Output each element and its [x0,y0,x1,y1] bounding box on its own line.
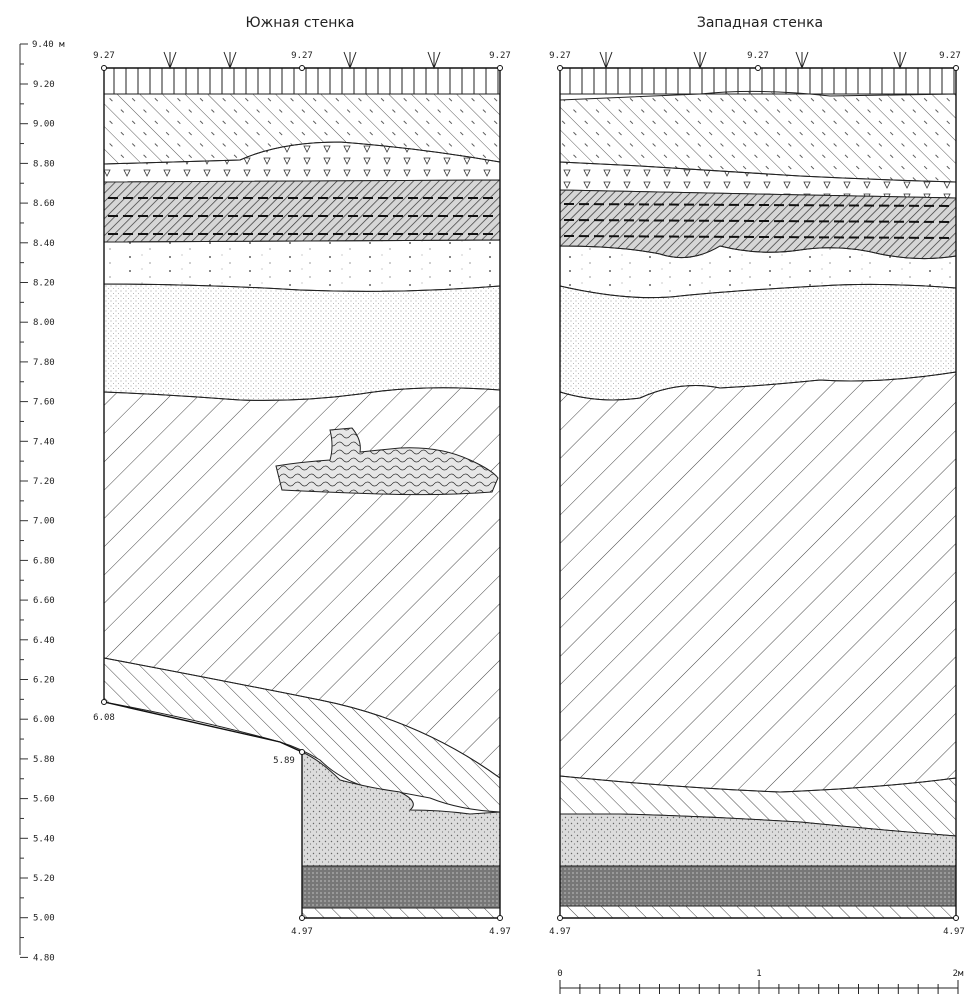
scale-tick-label: 6.20 [33,676,55,686]
mark-point [101,65,107,71]
scale-tick-label: 7.80 [33,358,55,368]
scale-tick-label: 6.80 [33,556,55,566]
west-top-mark-mid: 9.27 [747,51,769,61]
bar-scale: 0 1 2м [557,969,964,994]
scale-tick-label: 8.20 [33,279,55,289]
scale-tick-label: 7.00 [33,517,55,527]
scale-tick-label: 6.40 [33,636,55,646]
scale-tick-label: 7.60 [33,398,55,408]
layer-base-slash [559,905,957,919]
layer-coarse-grain [559,813,957,867]
south-wall-title: Южная стенка [246,15,355,31]
west-top-mark-left: 9.27 [549,51,571,61]
layer-base-slash [301,907,501,919]
south-left-bottom-mark: 6.08 [93,713,115,723]
elevation-scale: 9.40 м 9.20 9.00 8.80 8.60 8.40 8.20 8.00 7.80 7… [19,40,65,963]
scale-tick-label: 5.60 [33,795,55,805]
mark-point [497,915,503,921]
mark-point [557,65,563,71]
layer-gravel-lens [559,161,957,199]
scale-top-label: 9.40 м [32,40,65,50]
bar-scale-label-1: 1 [756,969,761,979]
layer-sod [103,67,501,95]
scale-tick-label: 8.00 [33,318,55,328]
scale-tick-label: 5.00 [33,914,55,924]
south-step-mark: 5.89 [273,756,295,766]
scale-tick-label: 6.00 [33,715,55,725]
inclusion-lens [275,427,499,496]
scale-tick-label: 8.80 [33,159,55,169]
west-top-mark-right: 9.27 [939,51,961,61]
scale-tick-label: 9.00 [33,120,55,130]
scale-tick-label: 7.20 [33,477,55,487]
grass-symbols [163,51,441,70]
west-bottom-mark-right: 4.97 [943,927,965,937]
scale-tick-label: 5.80 [33,755,55,765]
layer-sand-sparse [103,239,501,292]
dark-band-dashes [108,197,498,235]
layer-dark-bottom [559,865,957,907]
scale-tick-label: 9.20 [33,80,55,90]
south-bottom-mark-right: 4.97 [489,927,511,937]
bar-scale-label-0: 0 [557,969,562,979]
scale-tick-label: 6.60 [33,596,55,606]
mark-point [497,65,503,71]
south-wall-section: 9.27 9.27 9.27 6.08 5.89 4.97 4.97 [93,51,511,937]
grass-symbols [599,51,907,70]
layer-dark-bottom [301,865,501,909]
west-wall-section: 9.27 9.27 9.27 4.97 4.97 [549,51,965,937]
layer-coarse-grain [301,751,501,867]
bar-scale-label-2: 2м [953,969,964,979]
south-top-mark-left: 9.27 [93,51,115,61]
layer-gravel-lens [103,141,501,183]
scale-tick-label: 5.40 [33,834,55,844]
dark-band-dashes [563,203,953,239]
mark-point [101,699,107,705]
mark-point [953,65,959,71]
south-top-mark-mid: 9.27 [291,51,313,61]
scale-ticks: 9.20 9.00 8.80 8.60 8.40 8.20 8.00 7.80 7.60 7.40… [20,63,55,963]
mark-point [755,65,761,71]
bar-scale-ticks [559,980,959,994]
mark-point [299,749,305,755]
mark-point [299,915,305,921]
mark-point [557,915,563,921]
south-top-mark-right: 9.27 [489,51,511,61]
layer-clay-diagonal [559,371,957,793]
mark-point [299,65,305,71]
south-bottom-mark-left: 4.97 [291,927,313,937]
west-wall-title: Западная стенка [697,15,823,31]
layer-dark-band [103,179,501,243]
scale-tick-label: 5.20 [33,874,55,884]
layer-sand-stippled [103,283,501,401]
scale-tick-label: 8.40 [33,239,55,249]
layer-sod [559,67,957,95]
south-wall-outline [103,67,501,919]
mark-point [953,915,959,921]
west-bottom-mark-left: 4.97 [549,927,571,937]
scale-tick-label: 8.60 [33,199,55,209]
scale-tick-label: 4.80 [33,953,55,963]
scale-tick-label: 7.40 [33,437,55,447]
